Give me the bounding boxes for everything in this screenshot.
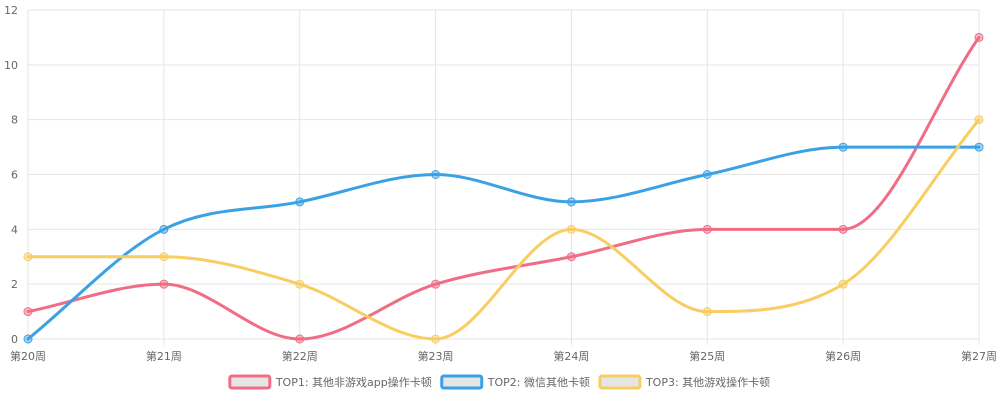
x-tick-label: 第20周 xyxy=(10,349,46,363)
series-lines xyxy=(23,32,984,344)
legend-item-1[interactable]: TOP1: 其他非游戏app操作卡顿 xyxy=(228,374,432,390)
y-tick-label: 8 xyxy=(11,114,18,127)
y-tick-label: 10 xyxy=(4,59,18,72)
y-tick-label: 0 xyxy=(11,333,18,346)
data-point[interactable] xyxy=(159,279,169,289)
data-point[interactable] xyxy=(838,279,848,289)
x-tick-label: 第21周 xyxy=(146,349,182,363)
x-tick-label: 第24周 xyxy=(553,349,589,363)
x-tick-label: 第23周 xyxy=(418,349,454,363)
legend-label: TOP2: 微信其他卡顿 xyxy=(487,375,590,389)
legend[interactable]: TOP1: 其他非游戏app操作卡顿 TOP2: 微信其他卡顿 TOP3: 其他游戏… xyxy=(228,374,770,390)
legend-item-3[interactable]: TOP3: 其他游戏操作卡顿 xyxy=(598,374,770,390)
y-tick-label: 12 xyxy=(4,4,18,17)
data-point[interactable] xyxy=(702,170,712,179)
series-2 xyxy=(23,142,984,344)
legend-swatch xyxy=(440,374,484,390)
data-point[interactable] xyxy=(702,224,712,234)
data-point[interactable] xyxy=(295,197,305,207)
data-point[interactable] xyxy=(974,115,984,125)
series-line xyxy=(26,118,981,341)
x-tick-label: 第25周 xyxy=(689,349,725,363)
grid-lines xyxy=(27,9,980,345)
series-line xyxy=(26,145,981,341)
y-tick-label: 2 xyxy=(11,278,18,291)
data-point[interactable] xyxy=(159,224,169,234)
data-point[interactable] xyxy=(23,334,33,344)
data-point[interactable] xyxy=(295,279,305,289)
data-point[interactable] xyxy=(159,252,169,262)
data-point[interactable] xyxy=(702,307,712,317)
legend-label: TOP1: 其他非游戏app操作卡顿 xyxy=(275,375,432,389)
axis-labels: 0 2 4 6 8 10 12 第20周 第21周 第22周 第23周 第24周 第25周 第26周 第27… xyxy=(4,4,997,363)
data-point[interactable] xyxy=(23,252,33,262)
data-point[interactable] xyxy=(431,170,441,179)
data-point[interactable] xyxy=(838,224,848,234)
data-point[interactable] xyxy=(974,32,984,42)
legend-item-2[interactable]: TOP2: 微信其他卡顿 xyxy=(440,374,590,390)
x-tick-label: 第26周 xyxy=(825,349,861,363)
y-tick-label: 6 xyxy=(11,169,18,182)
data-point[interactable] xyxy=(566,252,576,262)
data-point[interactable] xyxy=(838,142,848,152)
data-point[interactable] xyxy=(295,334,305,344)
data-point[interactable] xyxy=(431,334,441,344)
data-point[interactable] xyxy=(974,142,984,152)
legend-label: TOP3: 其他游戏操作卡顿 xyxy=(645,375,770,389)
x-tick-label: 第22周 xyxy=(282,349,318,363)
data-point[interactable] xyxy=(566,224,576,234)
data-point[interactable] xyxy=(431,279,441,289)
data-point[interactable] xyxy=(566,197,576,207)
legend-swatch xyxy=(228,374,272,390)
x-tick-label: 第27周 xyxy=(961,349,997,363)
y-tick-label: 4 xyxy=(11,223,18,236)
data-point[interactable] xyxy=(23,307,33,317)
legend-swatch xyxy=(598,374,642,390)
series-3 xyxy=(23,115,984,344)
